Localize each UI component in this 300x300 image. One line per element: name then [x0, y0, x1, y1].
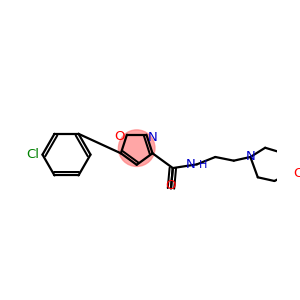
Text: Cl: Cl	[26, 148, 39, 161]
Text: O: O	[166, 179, 176, 192]
Text: O: O	[115, 130, 125, 143]
Circle shape	[118, 130, 155, 167]
Text: O: O	[293, 167, 300, 180]
Text: H: H	[199, 160, 207, 170]
Text: N: N	[245, 151, 255, 164]
Text: N: N	[147, 131, 157, 144]
Text: N: N	[186, 158, 196, 171]
